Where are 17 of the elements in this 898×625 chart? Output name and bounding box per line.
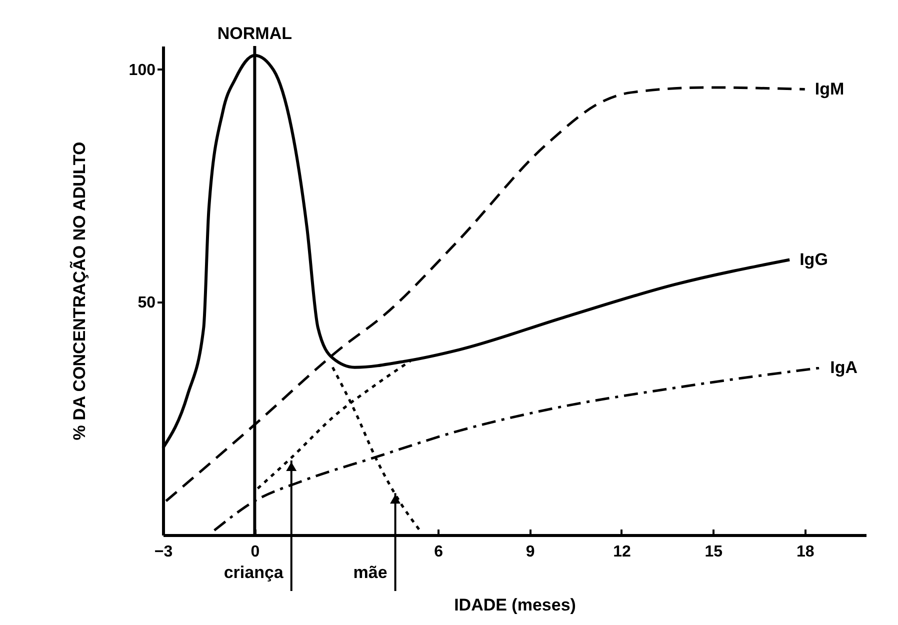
x-tick-label: 6 (434, 544, 444, 560)
annotation: criança (224, 563, 284, 582)
annotation: mãe (353, 563, 388, 582)
y-tick-label: 100 (128, 62, 156, 79)
x-tick-label: 15 (704, 544, 723, 560)
series-label: IgM (814, 79, 844, 98)
series-label: IgA (830, 358, 858, 377)
y-axis-title: % DA CONCENTRAÇÃO NO ADULTO (68, 142, 89, 440)
x-tick-label: 0 (250, 544, 260, 560)
x-tick-label: 18 (796, 544, 814, 560)
x-tick-label: 9 (526, 544, 535, 560)
x-axis-title: IDADE (meses) (454, 596, 576, 614)
series-label: IgG (800, 250, 828, 269)
ref-line-label: NORMAL (217, 24, 292, 43)
x-tick-label: −3 (154, 544, 173, 560)
y-tick-label: 50 (138, 294, 156, 312)
x-tick-label: 12 (613, 544, 631, 560)
